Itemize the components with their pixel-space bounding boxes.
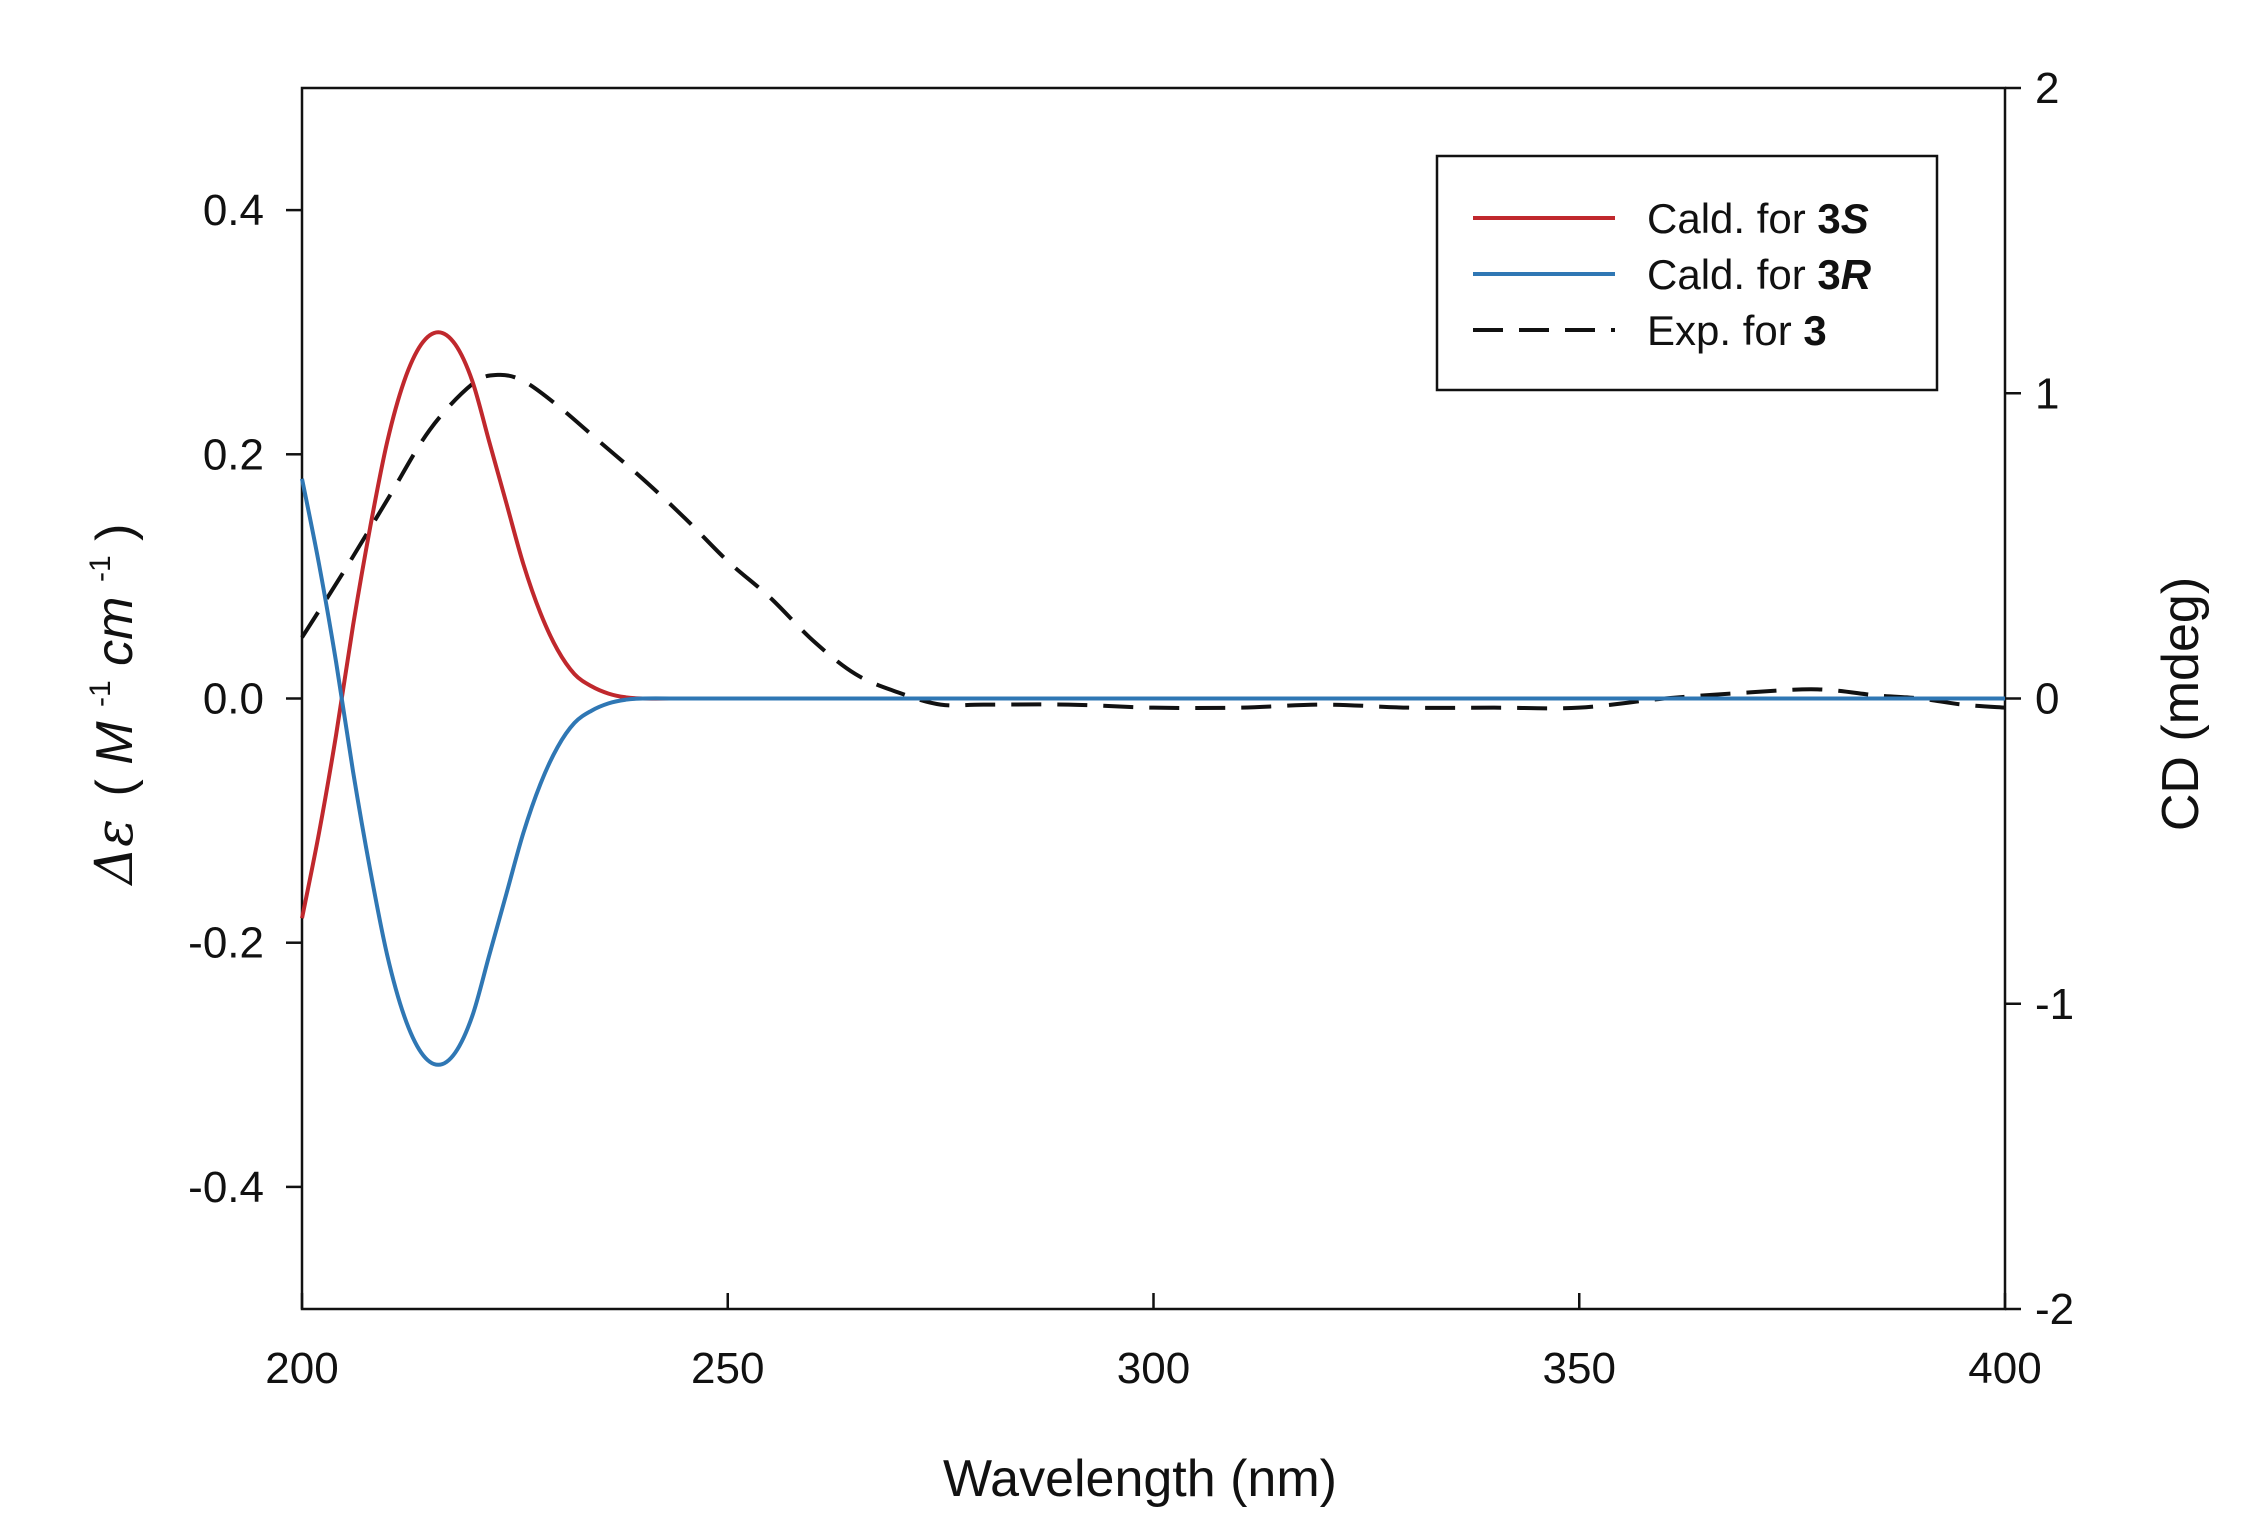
y2-tick-label: -2 — [2035, 1285, 2074, 1334]
y-axis-title-m: M — [86, 721, 144, 765]
y2-tick-label: -1 — [2035, 980, 2074, 1029]
y-axis-title-sup1: -1 — [84, 680, 117, 707]
y2-tick-label: 1 — [2035, 369, 2059, 418]
y2-tick-label: 0 — [2035, 675, 2059, 724]
y-axis-title-symbol: Δε — [85, 819, 145, 886]
legend: Cald. for 3S Cald. for 3R Exp. for 3 — [1435, 154, 1939, 392]
y-tick-label: -0.4 — [188, 1163, 264, 1212]
legend-label: Cald. for 3S — [1647, 195, 1869, 242]
x-tick-label: 300 — [1117, 1344, 1190, 1393]
y-tick-label: 0.2 — [203, 430, 264, 479]
axes-layer: 200 250 300 350 400 -0.4 -0.2 0.0 0.2 0.4 -2 -1 0 1 2 — [188, 64, 2074, 1393]
x-tick-label: 200 — [265, 1344, 338, 1393]
legend-label: Cald. for 3R — [1647, 251, 1872, 298]
series-line-3r — [300, 478, 2005, 1067]
legend-label: Exp. for 3 — [1647, 307, 1827, 354]
series-layer — [300, 330, 2006, 1067]
y-tick-label: 0.4 — [203, 186, 264, 235]
y-axis-title-open: ( — [86, 779, 144, 797]
y-axis-title: Δε ( M -1 cm -1 ) — [64, 524, 145, 887]
x-tick-label: 400 — [1968, 1344, 2041, 1393]
x-tick-label: 250 — [691, 1344, 764, 1393]
y2-tick-label: 2 — [2035, 64, 2059, 113]
y-tick-label: -0.2 — [188, 919, 264, 968]
y-axis-title-sup2: -1 — [84, 555, 117, 582]
x-tick-label: 350 — [1543, 1344, 1616, 1393]
series-line-exp — [300, 372, 2006, 711]
y2-axis-title: CD (mdeg) — [2152, 577, 2210, 831]
y-tick-label: 0.0 — [203, 675, 264, 724]
series-line-3s — [300, 330, 2005, 919]
y-axis-title-close: ) — [86, 524, 144, 541]
x-axis-title: Wavelength (nm) — [943, 1450, 1337, 1508]
y-axis-title-cm: cm — [86, 596, 144, 665]
